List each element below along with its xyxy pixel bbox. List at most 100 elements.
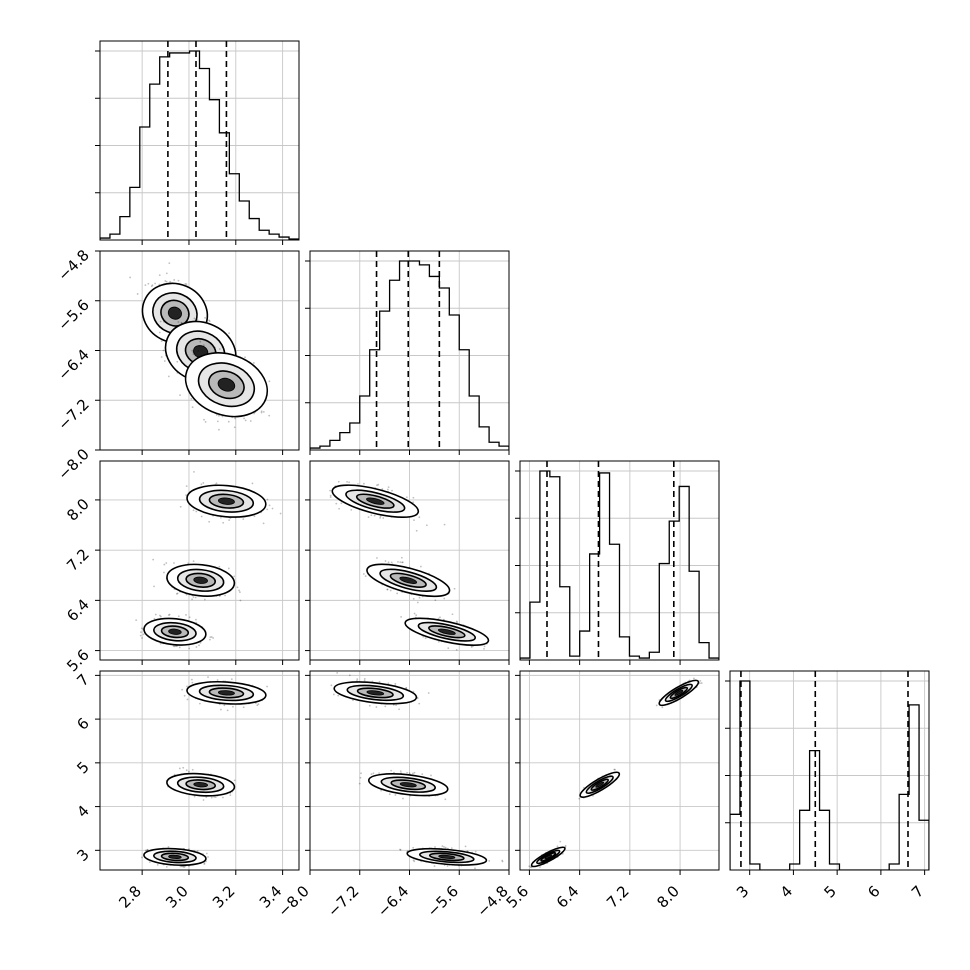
hist-bar (459, 350, 469, 450)
scatter-point (384, 560, 387, 562)
scatter-point (209, 636, 212, 639)
hist-bar (410, 261, 420, 450)
scatter-point (191, 406, 194, 409)
scatter-point (187, 313, 190, 316)
hist-bar (659, 564, 669, 660)
scatter-point (175, 645, 178, 648)
scatter-point (191, 681, 194, 684)
scatter-point (447, 647, 450, 650)
scatter-point (266, 498, 269, 501)
y-tick-label: 6.4 (63, 595, 93, 625)
density-contour (168, 854, 182, 859)
scatter-point (176, 360, 179, 363)
scatter-point (373, 514, 376, 517)
hist-bar (419, 265, 429, 450)
scatter-point (400, 616, 402, 618)
scatter-point (329, 489, 332, 492)
hist-bar (219, 133, 229, 240)
scatter-point (244, 356, 246, 359)
scatter-point (208, 520, 211, 523)
scatter-point (162, 349, 165, 352)
scatter-point (196, 318, 199, 321)
scatter-point (399, 848, 401, 851)
scatter-point (186, 698, 189, 701)
scatter-point (195, 618, 197, 621)
panel-1-1 (305, 250, 510, 455)
scatter-point (488, 860, 491, 862)
scatter-point (178, 646, 181, 649)
scatter-point (377, 483, 380, 486)
scatter-point (158, 331, 161, 334)
hist-bar (350, 423, 360, 450)
scatter-point (386, 588, 389, 591)
scatter-point (340, 502, 343, 505)
y-tick-label: −5.6 (54, 296, 92, 334)
scatter-point (214, 796, 217, 798)
scatter-point (350, 508, 353, 511)
scatter-point (260, 411, 263, 414)
scatter-point (165, 272, 168, 275)
scatter-point (167, 614, 170, 616)
scatter-point (413, 519, 415, 522)
scatter-point (233, 779, 236, 782)
scatter-point (238, 589, 240, 592)
hist-bar (689, 571, 699, 660)
scatter-point (205, 796, 208, 799)
scatter-point (418, 596, 421, 599)
scatter-point (218, 565, 221, 568)
scatter-point (233, 426, 236, 429)
scatter-point (416, 601, 419, 604)
scatter-point (387, 561, 390, 564)
scatter-point (474, 850, 477, 853)
scatter-point (230, 678, 233, 681)
scatter-point (239, 591, 241, 594)
hist-bar (120, 217, 130, 240)
scatter-point (195, 510, 198, 513)
density-contour (168, 628, 182, 635)
scatter-point (251, 482, 254, 485)
scatter-point (433, 865, 436, 867)
scatter-point (135, 619, 138, 622)
hist-bar (259, 230, 269, 240)
density-contour (399, 576, 418, 584)
y-tick-label: 7.2 (63, 545, 93, 575)
scatter-point (182, 766, 185, 769)
panel-frame (99, 670, 300, 871)
hist-bar (269, 234, 279, 240)
scatter-point (229, 794, 232, 797)
scatter-point (418, 516, 421, 519)
hist-bar (560, 587, 570, 660)
scatter-point (144, 284, 147, 287)
hist-bar (140, 127, 150, 240)
scatter-point (252, 362, 255, 364)
scatter-point (376, 557, 378, 559)
scatter-point (232, 705, 234, 708)
scatter-point (204, 316, 206, 319)
scatter-point (140, 627, 143, 630)
scatter-point (401, 561, 404, 564)
scatter-point (153, 585, 155, 588)
scatter-point (346, 481, 348, 483)
scatter-point (191, 768, 194, 771)
scatter-point (370, 514, 373, 517)
panel-2-0: 5.66.47.28.0 (63, 460, 300, 675)
scatter-point (420, 565, 422, 568)
scatter-point (191, 349, 194, 352)
scatter-point (160, 340, 163, 343)
scatter-point (164, 280, 167, 282)
scatter-point (136, 293, 139, 295)
scatter-point (338, 507, 340, 510)
scatter-point (158, 274, 161, 277)
y-tick-label: 4 (73, 802, 92, 821)
scatter-point (376, 484, 378, 487)
scatter-point (222, 796, 224, 799)
scatter-point (140, 631, 142, 634)
x-tick-label: 3.0 (162, 882, 192, 912)
hist-bar (110, 234, 120, 240)
scatter-point (424, 637, 427, 640)
scatter-point (268, 414, 271, 417)
scatter-point (207, 676, 209, 679)
scatter-point (179, 505, 182, 508)
scatter-point (415, 529, 418, 532)
scatter-point (207, 856, 209, 858)
